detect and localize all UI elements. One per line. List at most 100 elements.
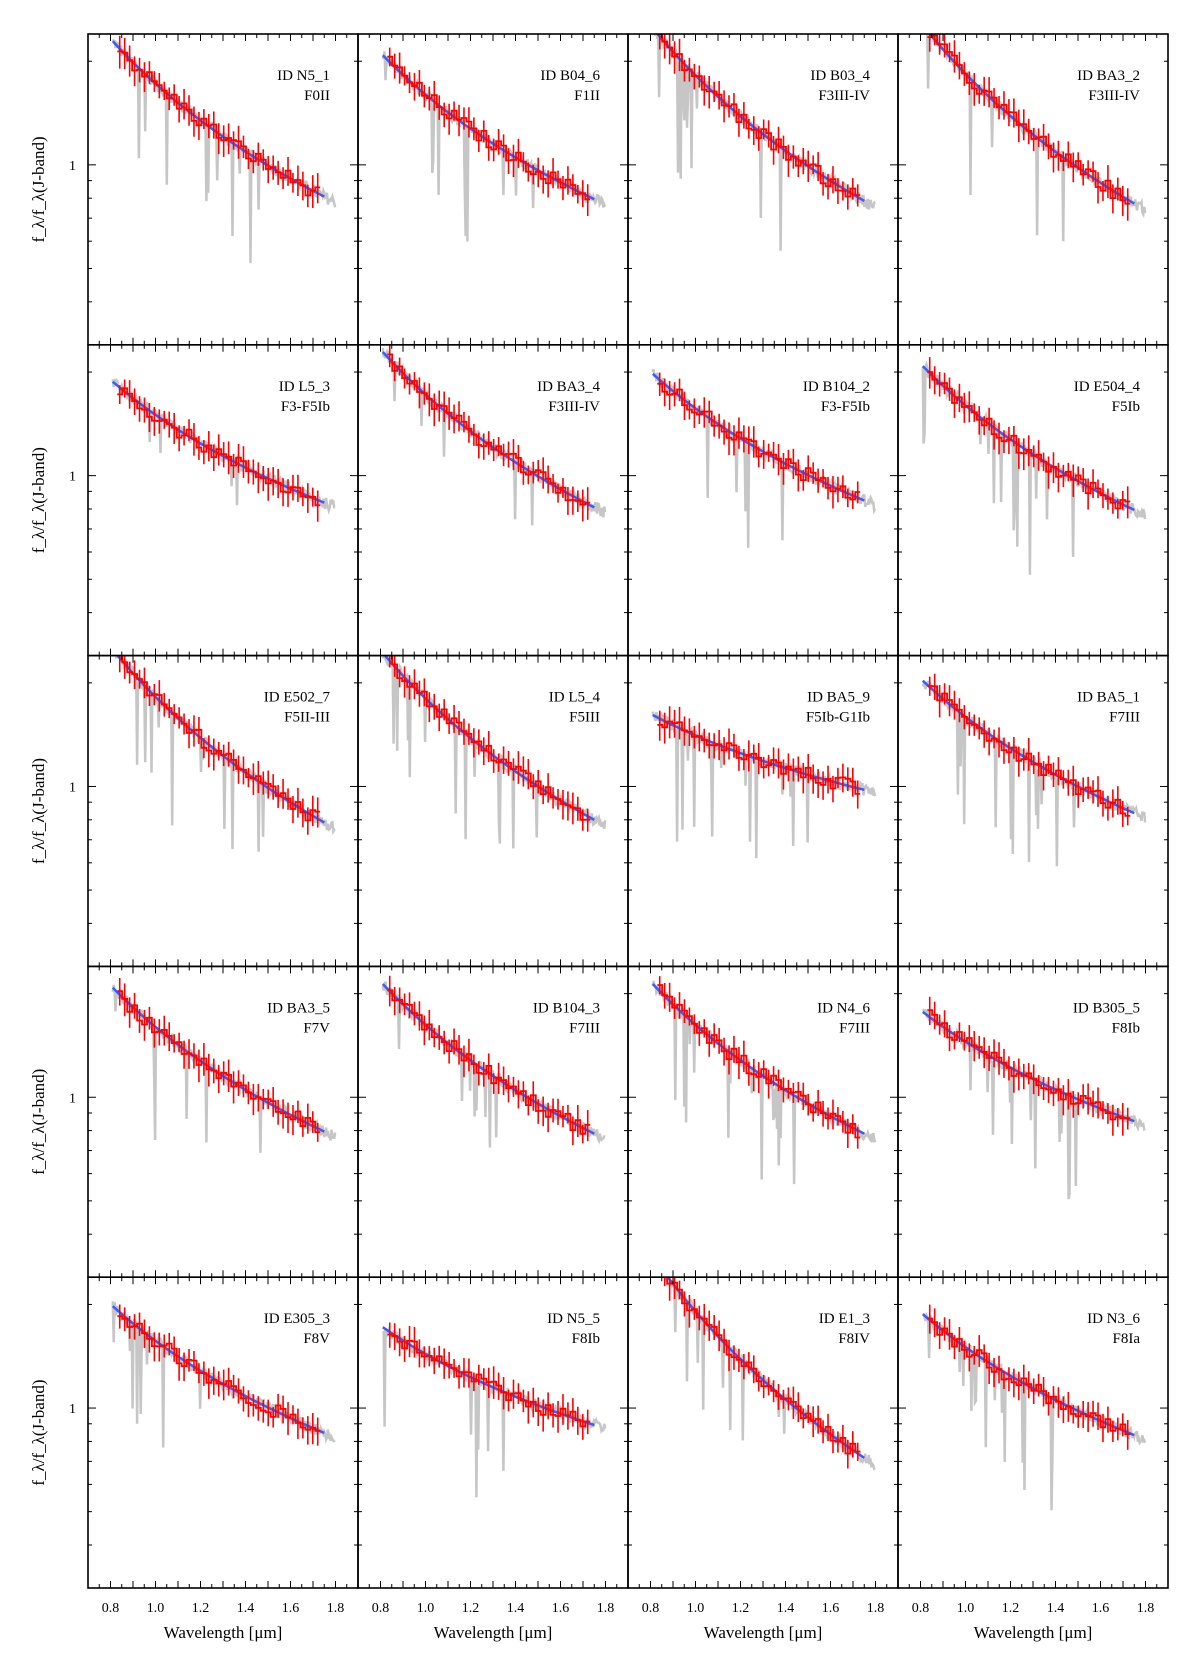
panel-ticks	[627, 1277, 899, 1588]
panel-sptype-label: F8Ib	[1112, 1020, 1140, 1036]
panel-plot-area	[111, 35, 337, 264]
panel-id-label: ID BA5_9	[807, 690, 870, 706]
panel-14: ID B104_3 F7III	[357, 965, 629, 1279]
panel-id-label: ID L5_4	[549, 690, 601, 706]
panel-5: ID L5_3 F3-F5Ib 1 f_λ/f_λ(J-band)	[29, 343, 359, 657]
x-tick-label: 1.0	[417, 1601, 435, 1616]
panel-sptype-label: F7V	[303, 1020, 330, 1036]
error-bars	[388, 344, 589, 522]
panel-id-label: ID E1_3	[819, 1311, 870, 1327]
y-tick-label: 1	[69, 1091, 76, 1106]
template-spectrum	[381, 347, 607, 526]
panel-16: ID B305_5 F8Ib	[897, 965, 1169, 1279]
panel-plot-area	[381, 975, 606, 1148]
error-bars	[118, 655, 319, 835]
y-axis-label: f_λ/f_λ(J-band)	[29, 136, 48, 242]
panel-sptype-label: F8Ib	[572, 1331, 600, 1347]
panel-17: ID E305_3 F8V 1 f_λ/f_λ(J-band) 0.8 1.0 1.2 1.4…	[29, 1276, 359, 1642]
panel-9: ID E502_7 F5II-III 1 f_λ/f_λ(J-band)	[29, 654, 359, 968]
observed-spectrum	[117, 990, 321, 1133]
observed-spectrum	[117, 1315, 321, 1432]
panel-19: ID E1_3 F8IV 0.8 1.0 1.2 1.4 1.6 1.8 Wavelength …	[627, 1276, 899, 1642]
panel-ticks	[87, 344, 359, 656]
y-tick-label: 1	[69, 470, 76, 485]
x-tick-label: 1.6	[822, 1601, 840, 1616]
error-bars	[928, 996, 1129, 1136]
error-bars	[663, 1277, 859, 1469]
template-spectrum	[654, 34, 876, 251]
panel-plot-area	[926, 34, 1147, 242]
x-axis-label: Wavelength [μm]	[164, 1623, 283, 1642]
panel-sptype-label: F8V	[303, 1331, 330, 1347]
x-tick-label: 0.8	[642, 1601, 660, 1616]
panel-sptype-label: F3III-IV	[548, 399, 600, 415]
observed-spectrum	[927, 685, 1131, 817]
observed-spectrum	[927, 1317, 1131, 1435]
panel-ticks	[357, 655, 629, 967]
x-axis-label: Wavelength [μm]	[704, 1623, 823, 1642]
panel-id-label: ID E502_7	[264, 690, 331, 706]
panel-ticks	[897, 966, 1169, 1278]
panel-plot-area	[663, 1277, 876, 1471]
observed-spectrum	[657, 382, 861, 501]
error-bars	[928, 34, 1129, 221]
panel-id-label: ID BA5_1	[1077, 690, 1140, 706]
panel-3: ID B03_4 F3III-IV	[627, 33, 899, 346]
x-tick-label: 1.0	[687, 1601, 705, 1616]
panel-plot-area	[381, 655, 607, 849]
x-tick-label: 1.4	[237, 1601, 255, 1616]
panel-id-label: ID B305_5	[1073, 1000, 1140, 1016]
observed-spectrum	[927, 1009, 1131, 1121]
panel-id-label: ID N5_5	[547, 1311, 600, 1327]
x-tick-label: 1.4	[1047, 1601, 1065, 1616]
observed-spectrum	[387, 353, 591, 506]
panel-id-label: ID B104_3	[533, 1000, 600, 1016]
panel-18: ID N5_5 F8Ib 0.8 1.0 1.2 1.4 1.6 1.8 Wavelength …	[357, 1276, 629, 1642]
observed-spectrum	[387, 1333, 591, 1428]
panel-plot-area	[651, 368, 877, 548]
panel-id-label: ID BA3_4	[537, 379, 600, 395]
panel-id-label: ID N3_6	[1087, 1311, 1140, 1327]
template-spectrum	[381, 1324, 607, 1498]
panel-6: ID BA3_4 F3III-IV	[357, 343, 629, 657]
x-tick-label: 1.2	[732, 1601, 750, 1616]
x-tick-label: 1.8	[327, 1601, 345, 1616]
x-tick-label: 1.2	[192, 1601, 210, 1616]
observed-spectrum	[657, 34, 861, 198]
y-axis-label: f_λ/f_λ(J-band)	[29, 1069, 48, 1175]
y-axis-label: f_λ/f_λ(J-band)	[29, 1380, 48, 1486]
x-tick-label: 1.6	[552, 1601, 570, 1616]
panel-13: ID BA3_5 F7V 1 f_λ/f_λ(J-band)	[29, 965, 359, 1279]
panel-sptype-label: F8IV	[838, 1331, 870, 1347]
y-tick-label: 1	[69, 159, 76, 174]
x-tick-label: 1.8	[597, 1601, 615, 1616]
panel-sptype-label: F5III	[569, 710, 600, 726]
y-tick-label: 1	[69, 780, 76, 795]
observed-spectrum	[657, 984, 861, 1139]
panel-8: ID E504_4 F5Ib	[897, 343, 1169, 657]
panel-ticks	[87, 966, 359, 1278]
panel-4: ID BA3_2 F3III-IV	[897, 33, 1169, 346]
panel-plot-area	[921, 357, 1147, 575]
panel-12: ID BA5_1 F7III	[897, 654, 1169, 968]
panel-sptype-label: F7III	[1109, 710, 1140, 726]
observed-spectrum	[666, 1277, 861, 1455]
panel-id-label: ID E305_3	[264, 1311, 330, 1327]
model-spectrum	[666, 1277, 865, 1459]
x-tick-label: 0.8	[372, 1601, 390, 1616]
panel-sptype-label: F3-F5Ib	[821, 399, 870, 415]
panel-plot-area	[111, 378, 336, 522]
panel-2: ID B04_6 F1II	[357, 33, 629, 346]
x-tick-label: 0.8	[912, 1601, 930, 1616]
observed-spectrum	[927, 34, 1131, 205]
panel-plot-area	[381, 344, 607, 526]
x-tick-label: 1.4	[507, 1601, 525, 1616]
panel-sptype-label: F5II-III	[284, 710, 330, 726]
observed-spectrum	[387, 989, 591, 1135]
panel-20: ID N3_6 F8Ia 0.8 1.0 1.2 1.4 1.6 1.8 Wavelength …	[897, 1276, 1169, 1642]
panel-id-label: ID B03_4	[810, 68, 870, 84]
panel-sptype-label: F7III	[569, 1020, 600, 1036]
panel-sptype-label: F3III-IV	[1088, 88, 1140, 104]
panel-sptype-label: F7III	[839, 1020, 870, 1036]
